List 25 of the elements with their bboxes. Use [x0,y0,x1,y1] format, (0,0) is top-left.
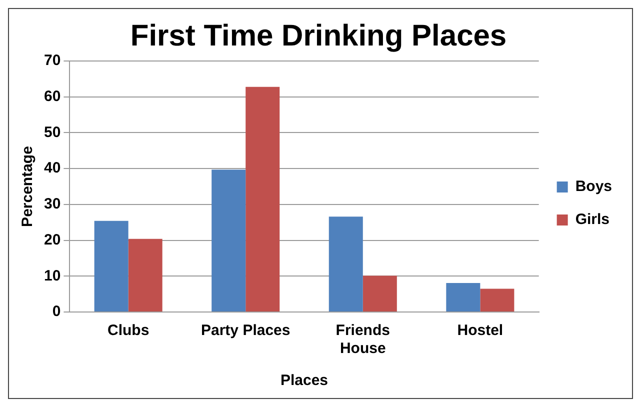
chart-title: First Time Drinking Places [130,19,507,52]
y-tick-label: 60 [44,88,61,105]
y-tick-label: 0 [52,303,61,320]
legend-label: Girls [575,211,610,228]
x-tick-label: Party Places [200,322,290,340]
y-tick-label: 50 [44,124,61,141]
y-tick-label: 30 [44,196,61,213]
bar [94,220,128,312]
x-tick-label: Clubs [107,322,150,340]
bar [246,86,280,312]
y-tick-label: 20 [44,231,61,248]
legend-label: Boys [575,178,612,196]
bar [128,238,162,312]
x-tick-label: Hostel [457,322,504,340]
bar [212,170,246,312]
y-axis-title: Percentage [19,146,36,227]
x-tick-label: Friends House [336,322,390,358]
bar [328,216,363,312]
y-tick-label: 40 [44,160,61,177]
bar [480,288,514,312]
y-tick-label: 10 [44,267,61,284]
y-tick-label: 70 [44,52,61,70]
bar [362,276,397,312]
x-axis-title: Places [280,372,328,390]
bar [446,282,480,312]
